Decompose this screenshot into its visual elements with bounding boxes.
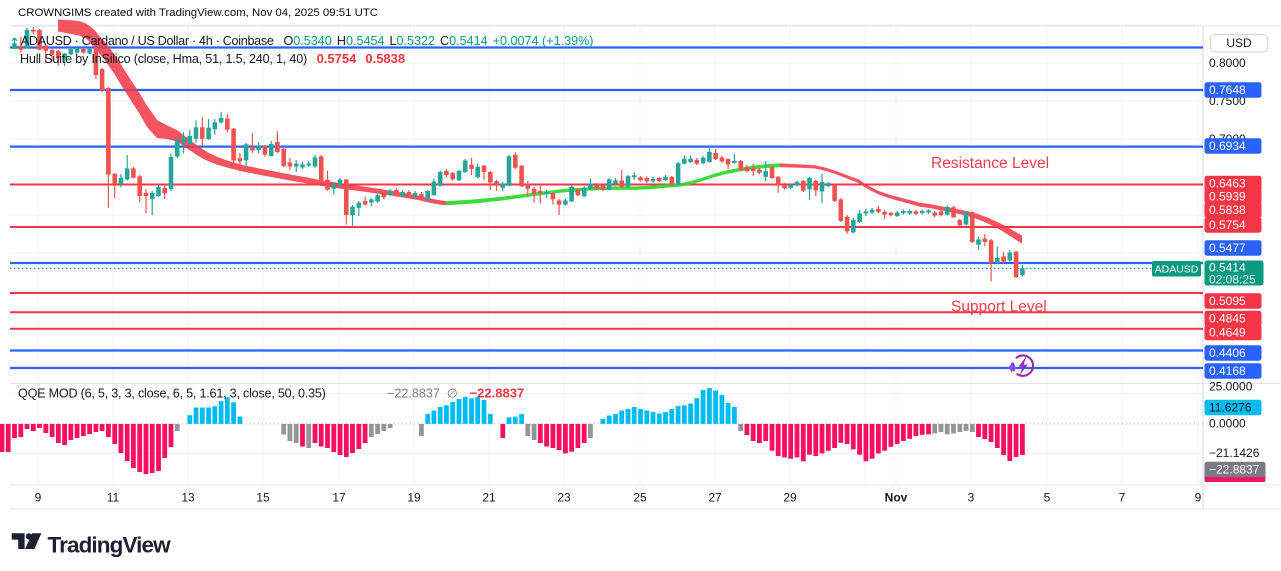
svg-text:Support Level: Support Level <box>951 299 1047 316</box>
svg-text:Hull Suite by InSilico (close,: Hull Suite by InSilico (close, Hma, 51, … <box>20 52 307 66</box>
svg-text:0.0000: 0.0000 <box>1209 417 1246 431</box>
svg-text:−22.8837: −22.8837 <box>1209 463 1260 477</box>
svg-text:0.4845: 0.4845 <box>1209 312 1246 326</box>
svg-text:0.5477: 0.5477 <box>1209 241 1246 255</box>
svg-text:QQE MOD (6, 5, 3, 3, close, 6,: QQE MOD (6, 5, 3, 3, close, 6, 5, 1.61, … <box>18 387 326 401</box>
svg-text:19: 19 <box>407 491 421 505</box>
svg-text:0.5095: 0.5095 <box>1209 294 1246 308</box>
svg-text:0.6934: 0.6934 <box>1209 139 1246 153</box>
svg-text:0.7648: 0.7648 <box>1209 83 1246 97</box>
svg-text:23: 23 <box>557 491 571 505</box>
svg-text:17: 17 <box>332 491 346 505</box>
svg-text:0.8000: 0.8000 <box>1209 56 1246 70</box>
svg-text:−21.1426: −21.1426 <box>1209 446 1260 460</box>
svg-text:29: 29 <box>783 491 797 505</box>
svg-text:−22.8837∅: −22.8837 ∅ <box>387 387 458 401</box>
svg-text:Nov: Nov <box>885 491 908 505</box>
svg-text:21: 21 <box>482 491 496 505</box>
svg-text:0.4649: 0.4649 <box>1209 326 1246 340</box>
svg-text:0.5838: 0.5838 <box>1209 203 1246 217</box>
svg-text:Resistance Level: Resistance Level <box>931 155 1049 172</box>
svg-text:0.4168: 0.4168 <box>1209 364 1246 378</box>
svg-text:−22.8837: −22.8837 <box>470 386 525 401</box>
svg-text:25.0000: 25.0000 <box>1209 380 1253 394</box>
svg-text:13: 13 <box>181 491 195 505</box>
svg-text:5: 5 <box>1044 491 1051 505</box>
svg-text:9: 9 <box>35 491 42 505</box>
svg-text:7: 7 <box>1119 491 1126 505</box>
svg-text:ADAUSD · Cardano / US Dollar ·: ADAUSD · Cardano / US Dollar · 4h · Coin… <box>21 34 274 48</box>
svg-text:0.5939: 0.5939 <box>1209 190 1246 204</box>
svg-text:25: 25 <box>633 491 647 505</box>
svg-text:3: 3 <box>968 491 975 505</box>
svg-text:9: 9 <box>1195 491 1202 505</box>
svg-text:TradingView: TradingView <box>48 533 172 558</box>
svg-text:0.6463: 0.6463 <box>1209 177 1246 191</box>
svg-text:0.5414: 0.5414 <box>1209 261 1246 275</box>
svg-text:15: 15 <box>256 491 270 505</box>
svg-text:27: 27 <box>708 491 722 505</box>
svg-text:CROWNGIMS created with Trading: CROWNGIMS created with TradingView.com, … <box>18 7 378 19</box>
svg-text:0.4406: 0.4406 <box>1209 346 1246 360</box>
svg-text:0.5754: 0.5754 <box>1209 218 1246 232</box>
svg-text:02:08:25: 02:08:25 <box>1209 273 1256 287</box>
svg-text:11.6276: 11.6276 <box>1209 401 1252 415</box>
svg-text:ADAUSD: ADAUSD <box>1155 263 1199 275</box>
svg-text:11: 11 <box>107 491 120 505</box>
svg-text:USD: USD <box>1226 36 1252 50</box>
